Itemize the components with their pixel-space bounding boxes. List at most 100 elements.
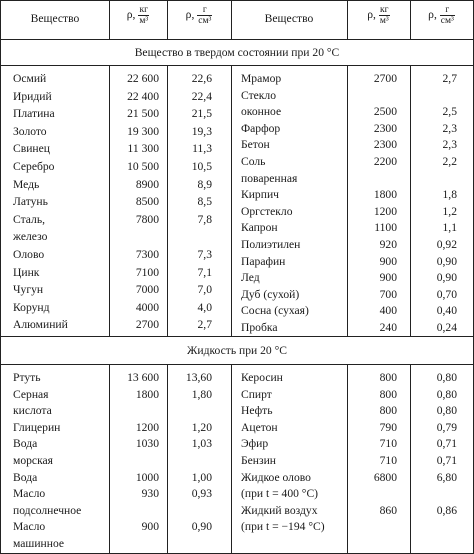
density-cgs-value: 0,79: [436, 420, 457, 434]
density-si-value: 7300: [135, 248, 159, 261]
substance-name: Парафин: [241, 254, 286, 268]
density-si-value: 2200: [373, 155, 397, 168]
substance-name: Соль: [241, 155, 266, 168]
header-density-si: ρ, кг м³: [126, 5, 150, 26]
density-si-value: 900: [141, 520, 159, 534]
substance-name: Дуб (сухой): [241, 287, 300, 301]
substance-name: Бетон: [241, 138, 270, 152]
substance-name: Оргстекло: [241, 204, 293, 218]
density-si-value: 1800: [135, 387, 159, 401]
substance-name: Латунь: [13, 195, 48, 209]
substance-name: поваренная: [241, 171, 298, 185]
density-si-value: 2700: [135, 318, 159, 332]
density-si-value: 710: [379, 454, 397, 467]
density-si-value: 1000: [135, 470, 159, 484]
density-cgs-value: 0,80: [436, 387, 457, 401]
density-si-value: 900: [379, 271, 397, 285]
substance-name: Чугун: [13, 283, 44, 297]
density-cgs-value: 6,80: [436, 470, 457, 484]
density-cgs-value: 0,90: [191, 520, 212, 534]
density-cgs-value: 7,3: [197, 248, 213, 261]
density-cgs-value: 0,92: [436, 238, 457, 251]
substance-name: Глицерин: [13, 420, 61, 434]
density-si-value: 1200: [373, 204, 397, 218]
substance-name: Медь: [13, 177, 40, 191]
header-density-si: ρ, кг м³: [367, 5, 390, 26]
density-cgs-value: 4,0: [197, 300, 213, 314]
density-cgs-value: 19,3: [191, 124, 212, 138]
density-si-value: 700: [379, 287, 397, 301]
density-si-value: 10 500: [127, 160, 159, 173]
substance-name: Олово: [13, 248, 45, 261]
substance-name: Осмий: [13, 72, 47, 85]
density-cgs-value: 0,40: [436, 304, 457, 318]
substance-name: Пробка: [241, 321, 278, 334]
density-si-value: 2500: [373, 105, 397, 119]
density-cgs-value: 7,1: [197, 265, 213, 279]
density-cgs-value: 2,3: [442, 138, 458, 152]
substance-name: Корунд: [13, 300, 50, 314]
density-cgs-value: 0,90: [436, 254, 457, 268]
density-si-value: 400: [379, 304, 397, 318]
density-cgs-value: 0,71: [436, 454, 457, 467]
density-cgs-value: 1,2: [442, 204, 458, 218]
substance-name: подсолнечное: [13, 503, 82, 517]
substance-name: (при t = −194 °С): [241, 520, 325, 534]
density-si-value: 2700: [373, 72, 397, 85]
density-si-value: 1200: [135, 420, 159, 434]
density-cgs-value: 11,3: [192, 142, 212, 156]
density-si-value: 900: [379, 254, 397, 268]
density-si-value: 11 300: [127, 142, 159, 156]
density-si-value: 1100: [374, 221, 397, 235]
substance-name: Алюминий: [13, 318, 68, 332]
density-cgs-value: 0,70: [436, 287, 457, 301]
substance-name: Золото: [13, 124, 47, 138]
density-si-value: 7800: [135, 212, 159, 226]
substance-name: Ртуть: [13, 371, 41, 384]
density-cgs-value: 22,6: [191, 72, 212, 85]
density-cgs-value: 1,80: [191, 387, 212, 401]
substance-name: Эфир: [241, 437, 269, 451]
substance-name: Полиэтилен: [241, 238, 301, 251]
density-si-value: 860: [379, 503, 397, 517]
density-cgs-value: 0,86: [436, 503, 457, 517]
section-title-solid: Вещество в твердом состоянии при 20 °С: [1, 40, 473, 65]
density-cgs-value: 8,5: [197, 195, 213, 209]
substance-name: железо: [13, 230, 48, 244]
density-si-value: 2300: [373, 138, 397, 152]
substance-name: Серебро: [13, 160, 55, 173]
density-si-value: 2300: [373, 121, 397, 135]
substance-name: (при t = 400 °С): [241, 487, 319, 501]
density-cgs-value: 10,5: [191, 160, 212, 173]
density-cgs-value: 2,5: [442, 105, 458, 119]
substance-name: Масло: [13, 487, 46, 501]
substance-name: Масло: [13, 520, 46, 534]
density-cgs-value: 2,7: [442, 72, 458, 85]
column-divider: [231, 1, 232, 553]
column-divider: [347, 1, 348, 553]
density-cgs-value: 0,71: [436, 437, 457, 451]
density-si-value: 920: [379, 238, 397, 251]
header-density-cgs: ρ, г см³: [428, 5, 455, 26]
substance-name: Вода: [13, 470, 38, 484]
density-cgs-value: 1,20: [191, 420, 212, 434]
density-cgs-value: 8,9: [197, 177, 213, 191]
density-cgs-value: 2,3: [442, 121, 458, 135]
density-si-value: 800: [379, 404, 397, 418]
density-si-value: 7100: [135, 265, 159, 279]
density-cgs-value: 2,7: [197, 318, 213, 332]
substance-name: Фарфор: [241, 121, 281, 135]
header-density-cgs: ρ, г см³: [185, 5, 213, 26]
density-si-value: 800: [379, 387, 397, 401]
density-si-value: 240: [379, 321, 397, 334]
substance-name: Сосна (сухая): [241, 304, 309, 318]
density-cgs-value: 1,03: [191, 437, 212, 451]
header-substance: Вещество: [30, 12, 80, 25]
column-divider: [167, 1, 168, 553]
substance-name: Жидкий воздух: [241, 503, 318, 517]
density-si-value: 800: [379, 371, 397, 384]
substance-name: Мрамор: [241, 72, 282, 85]
substance-name: Стекло: [241, 88, 277, 102]
substance-name: Цинк: [13, 265, 40, 279]
substance-name: морская: [13, 454, 54, 467]
